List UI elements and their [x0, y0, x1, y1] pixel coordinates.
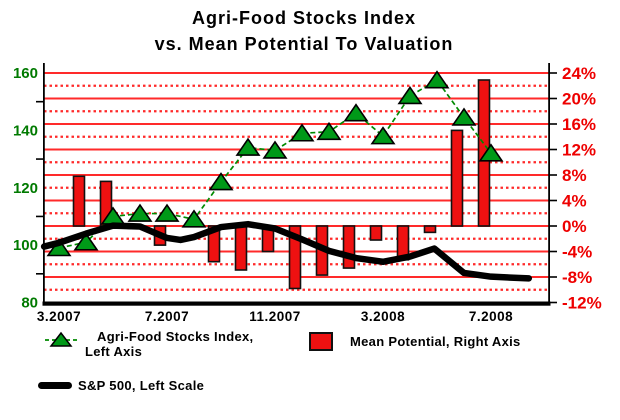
- right-axis-tick-label: 16%: [562, 115, 596, 134]
- legend-label-agri-food-line2: Left Axis: [85, 344, 143, 359]
- legend-item-sp500: S&P 500, Left Scale: [38, 378, 204, 393]
- right-axis-tick-label: 0%: [562, 217, 587, 236]
- right-axis-tick-label: 12%: [562, 141, 596, 160]
- right-axis-tick-label: 4%: [562, 192, 587, 211]
- left-axis-tick-label: 140: [13, 122, 38, 139]
- x-axis-tick-label: 3.2007: [37, 309, 81, 324]
- right-axis-tick-label: -12%: [562, 294, 602, 313]
- right-axis-tick-label: -8%: [562, 268, 592, 287]
- left-axis-tick-label: 80: [21, 295, 38, 312]
- legend-label-agri-food-line1: Agri-Food Stocks Index,: [97, 329, 254, 344]
- legend-item-agri-food: Agri-Food Stocks Index, Left Axis: [43, 329, 253, 359]
- legend-item-mean-potential: Mean Potential, Right Axis: [309, 332, 521, 351]
- right-axis-tick-label: 24%: [562, 64, 596, 83]
- line-swatch-icon: [38, 382, 72, 389]
- right-axis-tick-label: -4%: [562, 243, 592, 262]
- left-axis-tick-label: 120: [13, 180, 38, 197]
- legend-label-mean-potential: Mean Potential, Right Axis: [350, 334, 521, 349]
- triangle-marker-icon: [45, 331, 77, 347]
- bar-swatch-icon: [309, 332, 333, 351]
- chart-title: Agri-Food Stocks Index vs. Mean Potentia…: [0, 5, 608, 57]
- right-axis-tick-label: 20%: [562, 90, 596, 109]
- left-axis-tick-label: 160: [13, 65, 38, 82]
- legend-label-sp500: S&P 500, Left Scale: [78, 378, 205, 393]
- left-axis-tick-label: 100: [13, 237, 38, 254]
- x-axis-tick-label: 7.2008: [469, 309, 513, 324]
- x-axis-tick-label: 3.2008: [361, 309, 405, 324]
- x-axis-tick-label: 7.2007: [145, 309, 189, 324]
- chart-title-line1: Agri-Food Stocks Index: [191, 8, 417, 28]
- right-axis-tick-label: 8%: [562, 166, 587, 185]
- x-axis-tick-label: 11.2007: [249, 309, 301, 324]
- chart-title-line2: vs. Mean Potential To Valuation: [154, 34, 454, 54]
- legend-label-agri-food: Agri-Food Stocks Index, Left Axis: [85, 329, 253, 359]
